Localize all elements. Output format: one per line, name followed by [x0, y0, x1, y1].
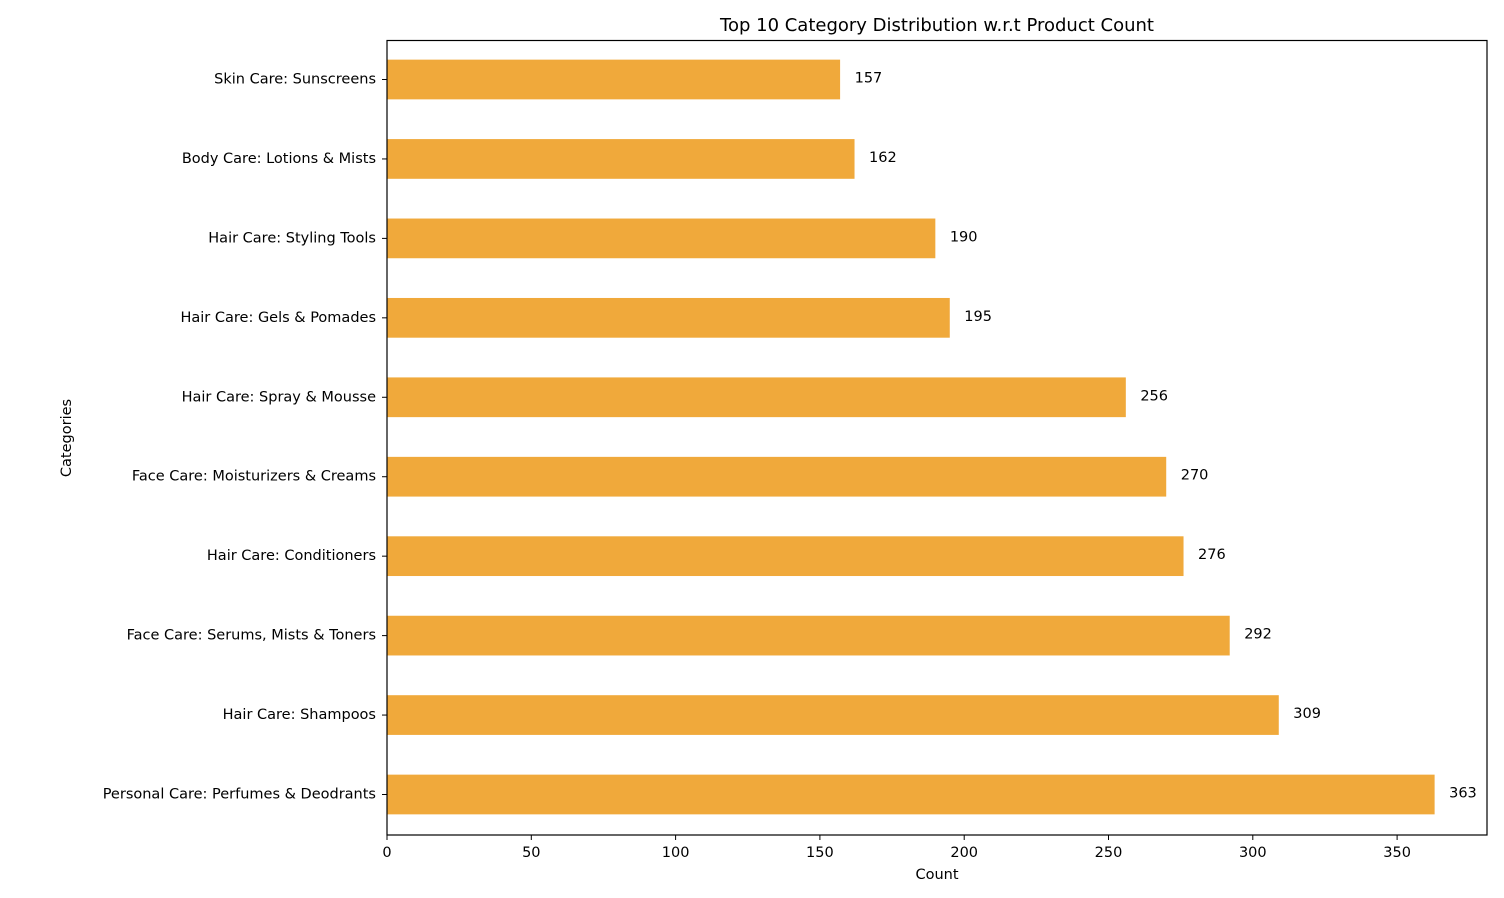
y-tick-label: Hair Care: Gels & Pomades [180, 310, 376, 326]
y-tick-label: Body Care: Lotions & Mists [182, 151, 376, 167]
data-label: 363 [1449, 786, 1477, 802]
bar [387, 377, 1126, 418]
x-tick-label: 50 [522, 845, 540, 861]
y-axis-title: Categories [59, 399, 75, 477]
bar [387, 615, 1230, 656]
x-axis: 0 50 100 150 200 250 300 350 [382, 835, 1411, 861]
bars-layer [387, 59, 1435, 815]
bar [387, 536, 1184, 577]
y-axis: Skin Care: Sunscreens Body Care: Lotions … [103, 72, 387, 803]
chart-title: Top 10 Category Distribution w.r.t Produ… [719, 15, 1154, 36]
y-tick-label: Hair Care: Styling Tools [208, 230, 376, 246]
bar [387, 774, 1435, 815]
data-label: 157 [855, 71, 883, 87]
data-label: 276 [1198, 547, 1226, 563]
plot-frame [386, 39, 1488, 836]
bar [387, 297, 950, 338]
data-label: 309 [1293, 706, 1321, 722]
data-label: 256 [1140, 388, 1168, 404]
data-label: 270 [1181, 468, 1209, 484]
y-tick-label: Hair Care: Shampoos [223, 707, 376, 723]
data-label: 292 [1244, 627, 1272, 643]
bar [387, 59, 841, 100]
x-tick-label: 300 [1239, 845, 1267, 861]
x-tick-label: 250 [1095, 845, 1123, 861]
y-tick-label: Hair Care: Conditioners [207, 548, 376, 564]
y-tick-label: Skin Care: Sunscreens [214, 72, 376, 88]
x-tick-label: 150 [806, 845, 834, 861]
data-label: 190 [950, 229, 978, 245]
y-tick-label: Face Care: Serums, Mists & Toners [127, 628, 376, 644]
y-tick-label: Personal Care: Perfumes & Deodrants [103, 787, 376, 803]
data-label: 162 [869, 150, 897, 166]
x-axis-title: Count [915, 867, 958, 883]
x-tick-label: 200 [950, 845, 978, 861]
x-tick-label: 0 [382, 845, 391, 861]
data-label: 195 [964, 309, 992, 325]
data-labels: 157 162 190 195 256 270 276 292 309 363 [855, 71, 1477, 802]
bar [387, 218, 936, 259]
bar [387, 695, 1279, 735]
bar [387, 139, 855, 179]
y-tick-label: Hair Care: Spray & Mousse [182, 389, 376, 405]
x-tick-label: 100 [662, 845, 690, 861]
y-tick-label: Face Care: Moisturizers & Creams [132, 469, 376, 485]
bar [387, 456, 1167, 497]
x-tick-label: 350 [1383, 845, 1411, 861]
